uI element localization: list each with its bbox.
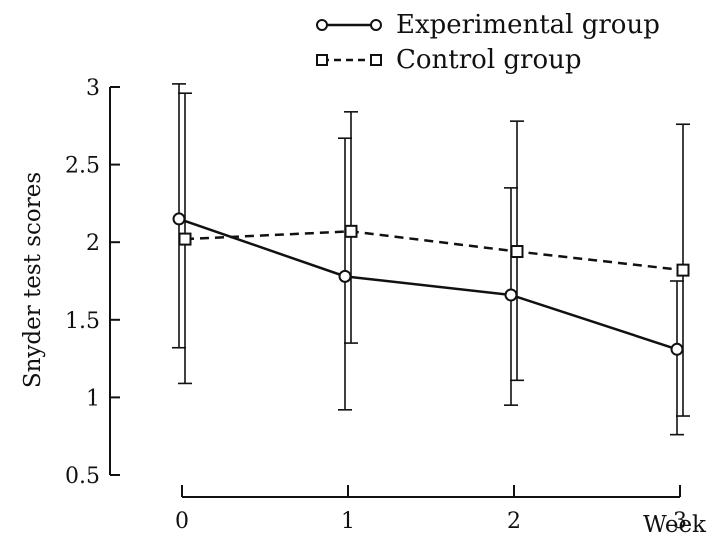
y-tick-label: 1.5 xyxy=(65,309,100,334)
control-point xyxy=(178,232,192,246)
experimental-point xyxy=(504,288,518,302)
x-tick-label: 1 xyxy=(341,509,355,534)
legend-control-label: Control group xyxy=(396,45,582,75)
plot-area xyxy=(172,83,690,436)
control-point xyxy=(510,245,524,259)
y-tick-label: 0.5 xyxy=(65,464,100,489)
experimental-point xyxy=(670,342,684,356)
legend-experimental-marker-right xyxy=(370,19,382,31)
y-tick-label: 2.5 xyxy=(65,154,100,179)
legend-experimental-marker-left xyxy=(316,19,328,31)
legend: Experimental group Control group xyxy=(316,10,660,75)
x-tick-label: 3 xyxy=(673,509,687,534)
control-series-line xyxy=(184,230,684,272)
legend-control-marker-right xyxy=(370,54,382,66)
control-point xyxy=(676,263,690,277)
axes: 0.5 1 1.5 2 2.5 3 0 1 2 3 xyxy=(65,76,687,534)
legend-experimental-label: Experimental group xyxy=(396,10,660,40)
x-tick-label: 2 xyxy=(507,509,521,534)
y-tick-label: 3 xyxy=(86,76,100,101)
legend-control-marker-left xyxy=(316,54,328,66)
experimental-point xyxy=(172,212,186,226)
x-axis-title: Week xyxy=(643,512,707,537)
x-tick-label: 0 xyxy=(175,509,189,534)
y-tick-label: 2 xyxy=(86,231,100,256)
y-tick-label: 1 xyxy=(86,386,100,411)
y-axis-title: Snyder test scores xyxy=(20,172,46,388)
control-point xyxy=(344,224,358,238)
experimental-series-line xyxy=(178,217,678,351)
experimental-point xyxy=(338,269,352,283)
